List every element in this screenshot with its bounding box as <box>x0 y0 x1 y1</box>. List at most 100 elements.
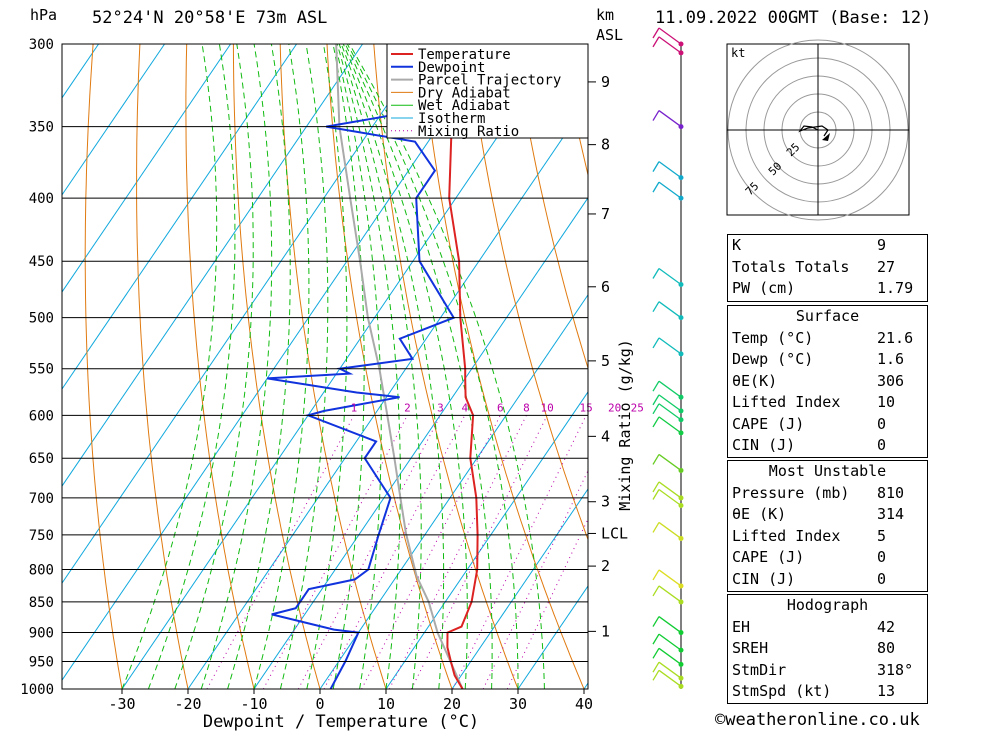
x-tick-label: 10 <box>377 695 395 713</box>
wind-barb <box>658 481 682 499</box>
x-tick-label: -30 <box>108 695 135 713</box>
wind-level-marker <box>678 124 684 130</box>
mixing-ratio-label: 10 <box>541 401 554 414</box>
mixing-ratio-line <box>297 415 441 689</box>
table-row: CAPE (J) 0 <box>728 414 927 436</box>
wind-barb <box>658 394 682 412</box>
wind-barb-flag <box>652 268 660 279</box>
table-row: CIN (J) 0 <box>728 569 927 591</box>
pressure-tick-label: 400 <box>29 191 54 207</box>
row-value: 314 <box>877 505 905 523</box>
wind-barb-flag <box>652 569 660 581</box>
wind-barb <box>658 267 682 286</box>
mixing-ratio-label: 6 <box>497 401 504 414</box>
mixing-ratio-label: 4 <box>461 401 468 414</box>
table-row: EH 42 <box>728 617 927 639</box>
table-row: Pressure (mb) 810 <box>728 483 927 505</box>
height-tick-label: 1 <box>601 622 610 640</box>
row-value: 0 <box>877 414 887 433</box>
hodograph-trace <box>798 125 829 137</box>
wind-level-marker <box>678 50 684 56</box>
wind-level-marker <box>678 535 684 541</box>
wind-barb-flag <box>652 380 660 392</box>
wind-barb-flag <box>652 522 660 533</box>
height-tick-label: 9 <box>601 73 610 91</box>
wind-level-marker <box>678 583 684 589</box>
row-value: 42 <box>877 617 896 636</box>
isotherm-line <box>121 44 562 689</box>
storm-motion-arrow <box>822 133 830 141</box>
height-tick-label: 5 <box>601 352 610 370</box>
wind-level-marker <box>678 41 684 47</box>
x-tick-label: 40 <box>575 695 593 713</box>
row-value: 810 <box>877 483 905 502</box>
row-key: StmSpd (kt) <box>732 682 832 700</box>
wind-barb <box>658 453 682 471</box>
secondary-axis-title: Mixing Ratio (g/kg) <box>616 339 634 511</box>
plot-frame <box>61 43 589 690</box>
row-value: 1.79 <box>877 279 914 297</box>
legend-label: Dewpoint <box>418 60 485 76</box>
dry-adiabat-line <box>935 44 1000 689</box>
wind-barb-flag <box>652 454 660 465</box>
wind-barb <box>658 616 682 634</box>
wet-adiabat-line <box>227 44 291 689</box>
pressure-tick-label: 300 <box>29 37 54 53</box>
row-key: Lifted Index <box>732 526 841 545</box>
row-key: θE(K) <box>732 371 778 390</box>
isotherm-line <box>62 44 430 585</box>
mixing-ratio-label: 2 <box>404 401 411 414</box>
mixing-ratio-line <box>410 415 548 689</box>
pressure-tick-label: 750 <box>29 528 54 544</box>
isotherm-line <box>0 44 33 689</box>
mixing-ratio-label: 25 <box>631 401 644 414</box>
row-value: 1.6 <box>877 350 905 368</box>
wind-barb <box>658 521 682 539</box>
x-tick-label: -20 <box>174 695 201 713</box>
wind-barb-flag <box>652 489 660 500</box>
hodograph-table: Hodograph EH 42 SREH 80 StmDir 318° StmSpd (kt… <box>727 594 928 704</box>
site-credit[interactable]: ©weatheronline.co.uk <box>715 710 920 730</box>
row-value: 0 <box>877 436 887 454</box>
wind-barb-flag <box>652 27 660 39</box>
datetime-title: 11.09.2022 00GMT (Base: 12) <box>655 8 932 28</box>
wind-barb <box>658 416 682 434</box>
wind-barb-flag <box>652 181 660 193</box>
mixing-ratio-label: 15 <box>579 401 592 414</box>
legend-label: Mixing Ratio <box>418 124 519 140</box>
table-row: Lifted Index 10 <box>728 392 927 414</box>
row-value: 10 <box>877 393 896 411</box>
height-tick-label: LCL <box>601 524 628 542</box>
table-row: CIN (J) 0 <box>728 435 927 457</box>
row-key: Dewp (°C) <box>732 350 814 368</box>
wind-barb <box>658 110 682 128</box>
row-value: 13 <box>877 682 896 700</box>
wind-level-marker <box>678 675 684 681</box>
row-key: Totals Totals <box>732 257 850 276</box>
pressure-tick-label: 500 <box>29 311 54 327</box>
table-row: Lifted Index 5 <box>728 526 927 548</box>
wind-level-marker <box>678 503 684 509</box>
hodograph-title: Hodograph <box>786 596 869 614</box>
pressure-tick-label: 1000 <box>20 682 54 698</box>
wind-barb-flag <box>652 647 660 659</box>
isotherm-line <box>62 44 496 682</box>
wind-level-marker <box>678 430 684 436</box>
mixing-ratio-label: 3 <box>437 401 444 414</box>
table-row: Totals Totals 27 <box>728 257 927 279</box>
row-value: 0 <box>877 548 887 566</box>
wind-level-marker <box>678 408 684 414</box>
wind-barb-flag <box>652 633 660 645</box>
wind-level-marker <box>678 394 684 400</box>
wind-barb <box>658 569 682 587</box>
wind-level-marker <box>678 599 684 605</box>
row-key: StmDir <box>732 660 787 679</box>
row-value: 80 <box>877 639 896 657</box>
wind-barb <box>658 488 682 507</box>
row-key: θE (K) <box>732 505 787 523</box>
wind-level-marker <box>678 647 684 653</box>
wind-barb <box>658 585 682 603</box>
dry-adiabat-line <box>136 44 189 689</box>
table-row: θE(K) 306 <box>728 371 927 393</box>
legend-box <box>386 43 589 139</box>
